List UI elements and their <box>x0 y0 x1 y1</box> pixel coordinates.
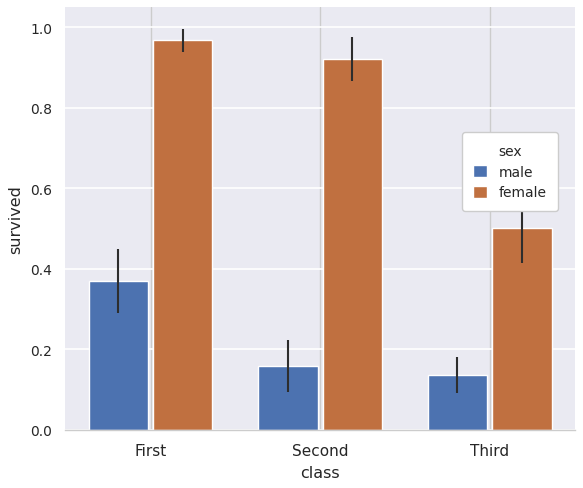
Bar <box>89 282 148 429</box>
X-axis label: class: class <box>300 465 340 480</box>
Y-axis label: survived: survived <box>8 184 23 253</box>
Bar <box>492 229 552 429</box>
Bar <box>428 375 487 429</box>
Bar <box>153 41 212 429</box>
Bar <box>258 366 318 429</box>
Bar <box>322 60 382 429</box>
Legend: male, female: male, female <box>462 133 557 211</box>
